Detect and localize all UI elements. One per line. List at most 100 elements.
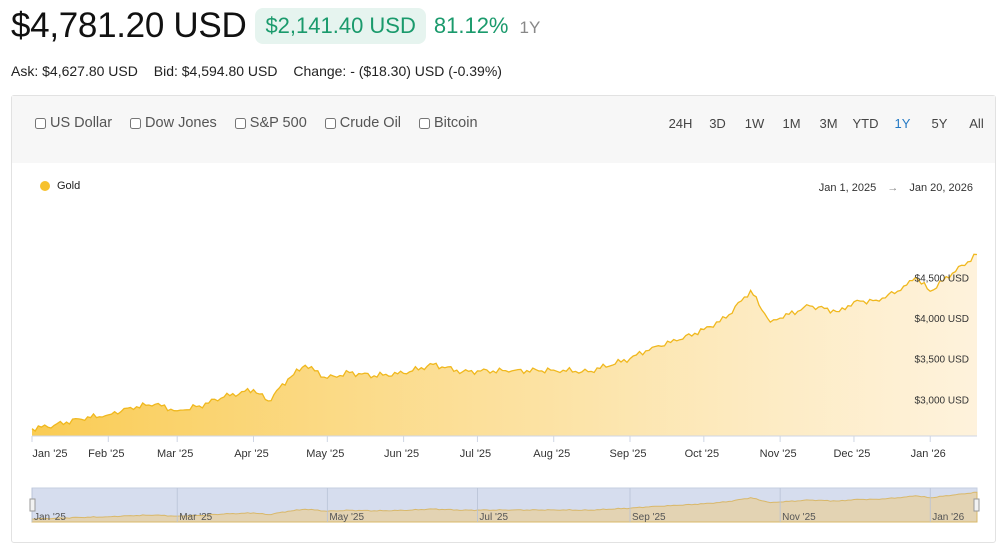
compare-us-dollar[interactable]: US Dollar: [35, 115, 112, 131]
compare-label: Dow Jones: [145, 115, 217, 131]
navigator-label: Jan '26: [932, 512, 964, 523]
range-arrow-icon: →: [887, 182, 899, 194]
navigator-label: Nov '25: [782, 512, 816, 523]
y-tick-label: $3,500 USD: [915, 355, 969, 366]
price-header: $4,781.20 USD $2,141.40 USD 81.12% 1Y: [11, 4, 540, 48]
gold-point[interactable]: [461, 370, 465, 374]
period-1y-button[interactable]: 1Y: [894, 116, 911, 131]
gold-point[interactable]: [303, 363, 307, 367]
gold-point[interactable]: [975, 253, 979, 257]
compare-crude-oil[interactable]: Crude Oil: [324, 115, 401, 131]
chart-toolbar: US Dollar Dow Jones S&P 500 Crude Oil Bi…: [12, 96, 995, 163]
range-start-date[interactable]: Jan 1, 2025: [818, 182, 877, 194]
period-label: 1Y: [519, 18, 541, 37]
gold-point[interactable]: [431, 362, 435, 366]
gold-point[interactable]: [325, 376, 329, 380]
compare-us-dollar-checkbox[interactable]: [35, 117, 46, 129]
period-1m-button[interactable]: 1M: [782, 116, 801, 131]
gold-point[interactable]: [106, 413, 110, 417]
gold-point[interactable]: [222, 395, 226, 399]
gold-point[interactable]: [52, 423, 56, 427]
gold-point[interactable]: [628, 357, 632, 361]
gold-point[interactable]: [77, 417, 81, 421]
range-navigator[interactable]: Jan '25 Mar '25 May '25 Jul '25 Sep '25 Nov '…: [29, 487, 980, 523]
navigator-label: Mar '25: [179, 512, 212, 523]
gold-point[interactable]: [266, 399, 270, 403]
compare-sp500-checkbox[interactable]: [234, 117, 246, 129]
period-all-button[interactable]: All: [969, 116, 984, 131]
compare-label: Bitcoin: [434, 115, 478, 131]
gold-point[interactable]: [128, 406, 132, 410]
gold-point[interactable]: [874, 298, 878, 302]
gold-point[interactable]: [650, 345, 654, 349]
period-3d-button[interactable]: 3D: [709, 116, 726, 131]
chart-card: US Dollar Dow Jones S&P 500 Crude Oil Bi…: [11, 95, 996, 543]
gold-point[interactable]: [586, 370, 590, 374]
gold-point[interactable]: [153, 402, 157, 406]
gold-point[interactable]: [175, 409, 179, 413]
gold-point[interactable]: [768, 320, 772, 324]
x-tick-label: Aug '25: [533, 448, 570, 460]
chart-area[interactable]: Jan '25 Feb '25 Mar '25 Apr '25 May '25 Jun '…: [12, 163, 995, 542]
compare-label: US Dollar: [50, 115, 113, 131]
gold-point[interactable]: [749, 288, 753, 292]
period-3m-button[interactable]: 3M: [819, 116, 838, 131]
gold-point[interactable]: [197, 404, 201, 408]
ask-price: Ask: $4,627.80 USD: [11, 63, 138, 79]
gold-point[interactable]: [372, 374, 376, 378]
x-tick-label: May '25: [306, 448, 344, 460]
navigator-left-handle[interactable]: [29, 498, 36, 512]
navigator-label: Sep '25: [632, 512, 666, 523]
chart-legend[interactable]: Gold: [40, 180, 80, 192]
gold-point[interactable]: [286, 377, 290, 381]
x-tick-label: Feb '25: [88, 448, 124, 460]
gold-point[interactable]: [552, 368, 556, 372]
navigator-label: May '25: [329, 512, 364, 523]
period-5y-button[interactable]: 5Y: [931, 116, 948, 131]
compare-sp500[interactable]: S&P 500: [234, 115, 307, 131]
gold-point[interactable]: [837, 310, 841, 314]
bid-price: Bid: $4,594.80 USD: [153, 63, 278, 79]
price-chart[interactable]: Jan '25 Feb '25 Mar '25 Apr '25 May '25 Jun '…: [12, 163, 995, 542]
compare-dow-jones[interactable]: Dow Jones: [130, 115, 217, 131]
compare-label: S&P 500: [249, 115, 307, 131]
compare-crude-oil-checkbox[interactable]: [324, 117, 336, 129]
gold-point[interactable]: [510, 369, 514, 373]
gold-point[interactable]: [30, 427, 34, 431]
navigator-right-handle[interactable]: [973, 498, 980, 512]
daily-change: Change: - ($18.30) USD (-0.39%): [293, 63, 502, 79]
compare-bitcoin-checkbox[interactable]: [419, 117, 431, 129]
compare-dow-jones-checkbox[interactable]: [130, 117, 142, 129]
y-tick-label: $3,000 USD: [915, 395, 969, 406]
x-tick-label: Dec '25: [833, 448, 870, 460]
y-axis: $3,000 USD $3,500 USD $4,000 USD $4,500 USD: [915, 273, 969, 406]
quote-line: Ask: $4,627.80 USD Bid: $4,594.80 USD Ch…: [11, 63, 514, 79]
gold-point[interactable]: [252, 388, 256, 392]
x-tick-label: Jan '25: [32, 448, 67, 460]
date-range: Jan 1, 2025 → Jan 20, 2026: [819, 182, 973, 194]
navigator-series: [31, 491, 978, 523]
x-tick-label: Nov '25: [760, 448, 797, 460]
range-end-date[interactable]: Jan 20, 2026: [909, 182, 973, 194]
gold-point[interactable]: [675, 339, 679, 343]
gold-point[interactable]: [928, 289, 932, 293]
main-plot: [30, 253, 979, 436]
gold-area: [32, 254, 977, 436]
current-price: $4,781.20 USD: [11, 6, 247, 45]
gold-point[interactable]: [899, 288, 903, 292]
gold-point[interactable]: [402, 371, 406, 375]
gold-point[interactable]: [702, 328, 706, 332]
gold-point[interactable]: [852, 300, 856, 304]
gold-point[interactable]: [475, 369, 479, 373]
gold-point[interactable]: [778, 316, 782, 320]
gold-point[interactable]: [724, 316, 728, 320]
gold-point[interactable]: [348, 371, 352, 375]
x-tick-label: Jun '25: [384, 448, 419, 460]
y-tick-label: $4,500 USD: [915, 273, 969, 284]
gold-point[interactable]: [808, 304, 812, 308]
compare-bitcoin[interactable]: Bitcoin: [419, 115, 478, 131]
period-ytd-button[interactable]: YTD: [852, 116, 879, 131]
change-amount-badge: $2,141.40 USD: [255, 8, 426, 44]
period-24h-button[interactable]: 24H: [668, 116, 693, 131]
period-1w-button[interactable]: 1W: [744, 116, 765, 131]
